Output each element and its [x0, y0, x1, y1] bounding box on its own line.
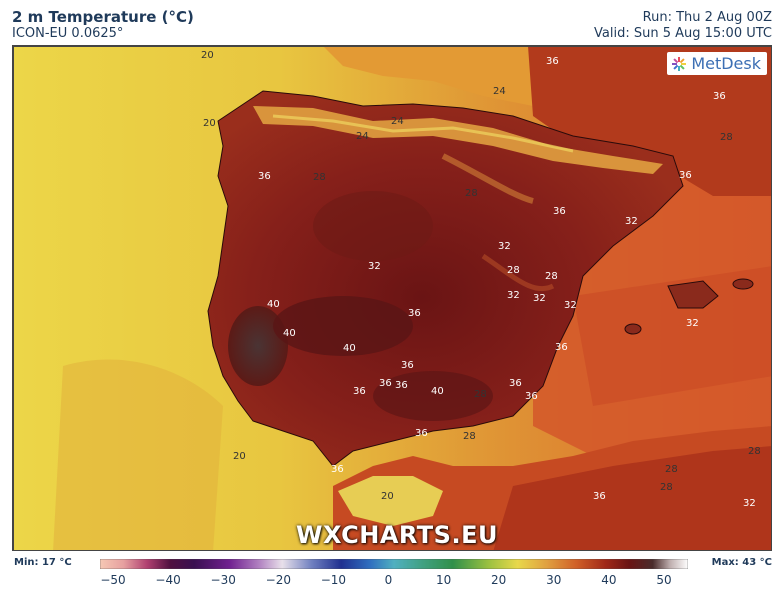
- atlantic-mid: [53, 359, 223, 550]
- contour-label: 20: [381, 491, 394, 502]
- contour-label: 32: [533, 293, 546, 304]
- contour-label: 28: [720, 132, 733, 143]
- contour-label: 36: [331, 464, 344, 475]
- hot-spot-andalusia: [373, 371, 493, 421]
- legend-tick: −30: [210, 573, 236, 587]
- contour-label: 24: [391, 116, 404, 127]
- wxcharts-watermark: WXCHARTS.EU: [296, 521, 498, 549]
- contour-label: 36: [415, 428, 428, 439]
- header-right: Run: Thu 2 Aug 00Z Valid: Sun 5 Aug 15:0…: [594, 10, 772, 42]
- legend-tick: 0: [384, 573, 393, 587]
- model-name: ICON-EU 0.0625°: [12, 26, 124, 41]
- contour-label: 36: [353, 386, 366, 397]
- menorca: [732, 278, 754, 290]
- contour-label: 36: [555, 342, 568, 353]
- mediterranean-warmer: [573, 266, 771, 406]
- hot-spot-interior: [273, 296, 413, 356]
- contour-label: 36: [509, 378, 522, 389]
- legend-tick: −20: [265, 573, 291, 587]
- contour-label: 36: [401, 360, 414, 371]
- header-left: 2 m Temperature (°C) ICON-EU 0.0625°: [12, 8, 194, 42]
- contour-label: 36: [525, 391, 538, 402]
- contour-label: 40: [431, 386, 444, 397]
- contour-label: 20: [233, 451, 246, 462]
- temperature-map: 20 20 24 24 24 20 20 36 28 28 36 36 28 36 32 36 32 32 28 28…: [12, 45, 772, 551]
- contour-label: 36: [258, 171, 271, 182]
- contour-label: 36: [593, 491, 606, 502]
- iberian-peninsula: [207, 90, 684, 467]
- contour-label: 36: [553, 206, 566, 217]
- legend-max: Max: 43 °C: [711, 557, 772, 568]
- contour-label: 28: [660, 482, 673, 493]
- contour-label: 24: [356, 131, 369, 142]
- north-africa-hot: [493, 446, 771, 550]
- mallorca: [667, 280, 719, 309]
- contour-label: 40: [283, 328, 296, 339]
- coast-highlight: [272, 114, 574, 153]
- valid-time: Valid: Sun 5 Aug 15:00 UTC: [594, 26, 772, 41]
- hot-spot-meseta: [313, 191, 433, 261]
- france-south-hot: [528, 46, 771, 196]
- contour-label: 32: [625, 216, 638, 227]
- color-legend: Min: 17 °C Max: 43 °C: [0, 556, 784, 600]
- ibiza: [624, 323, 642, 335]
- legend-tick: 50: [656, 573, 672, 587]
- map-frame: [13, 46, 771, 550]
- legend-tick: −50: [100, 573, 126, 587]
- contour-label: 28: [465, 188, 478, 199]
- contour-label: 40: [343, 343, 356, 354]
- contour-label: 32: [686, 318, 699, 329]
- contour-label: 20: [203, 118, 216, 129]
- metdesk-name: MetDesk: [691, 54, 761, 73]
- mountain-streak-1: [441, 153, 534, 204]
- contour-label: 36: [408, 308, 421, 319]
- contour-label: 24: [493, 86, 506, 97]
- contour-label: 28: [748, 446, 761, 457]
- gibraltar-cool: [338, 476, 443, 526]
- contour-label: 36: [546, 56, 559, 67]
- contour-label: 28: [463, 431, 476, 442]
- metdesk-logo: MetDesk: [667, 52, 767, 75]
- contour-label: 28: [665, 464, 678, 475]
- cantabrian-coast-band: [253, 106, 663, 174]
- contour-label: 28: [545, 271, 558, 282]
- contour-label: 40: [267, 299, 280, 310]
- legend-min: Min: 17 °C: [14, 557, 72, 568]
- contour-label: 28: [474, 389, 487, 400]
- contour-label: 36: [679, 170, 692, 181]
- contour-label: 32: [507, 290, 520, 301]
- contour-label: 36: [395, 380, 408, 391]
- legend-tick: 40: [601, 573, 617, 587]
- map-title: 2 m Temperature (°C): [12, 8, 194, 26]
- contour-label: 20: [201, 50, 214, 61]
- legend-tick: 30: [546, 573, 562, 587]
- contour-label: 32: [564, 300, 577, 311]
- contour-label: 28: [507, 265, 520, 276]
- legend-tick: −40: [155, 573, 181, 587]
- mountain-streak-2: [481, 253, 555, 292]
- legend-ticks: −50 −40 −30 −20 −10 0 10 20 30 40 50: [0, 573, 784, 589]
- metdesk-flower-icon: [672, 56, 687, 71]
- contour-label: 36: [713, 91, 726, 102]
- contour-label: 32: [743, 498, 756, 509]
- contour-label: 32: [498, 241, 511, 252]
- legend-tick: 20: [491, 573, 507, 587]
- legend-tick: 10: [435, 573, 452, 587]
- contour-label: 32: [368, 261, 381, 272]
- legend-colorbar: [100, 559, 688, 569]
- legend-tick: −10: [320, 573, 347, 587]
- run-time: Run: Thu 2 Aug 00Z: [642, 10, 772, 25]
- contour-label: 28: [313, 172, 326, 183]
- contour-label: 36: [379, 378, 392, 389]
